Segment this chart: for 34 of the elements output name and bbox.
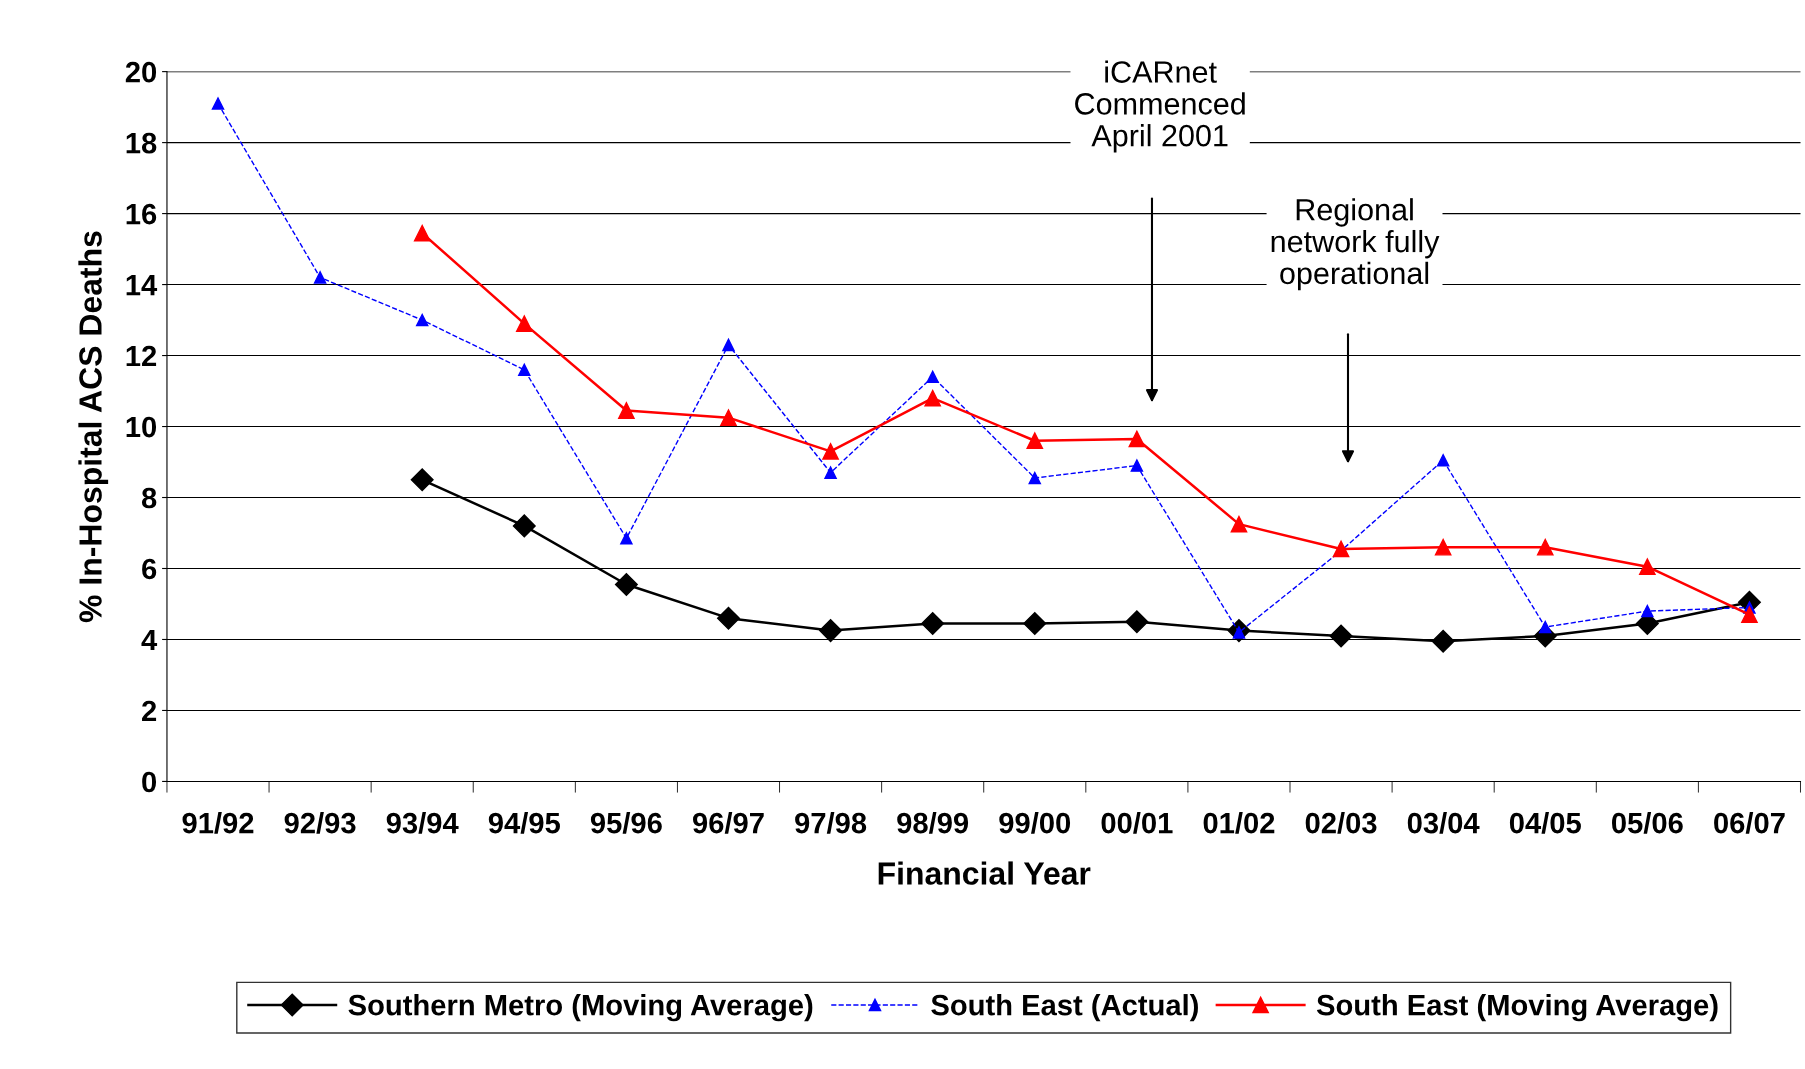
y-tick-label: 12 xyxy=(126,345,157,367)
x-tick-label: 02/03 xyxy=(1305,811,1377,834)
legend-label: South East (Actual) xyxy=(931,994,1198,1022)
x-tick-label: 99/00 xyxy=(999,811,1071,834)
y-tick-label: 0 xyxy=(142,771,157,793)
x-tick-label: 92/93 xyxy=(284,811,356,834)
y-tick-label: 18 xyxy=(126,132,157,154)
y-tick-label: 2 xyxy=(142,700,157,722)
legend-label: South East (Moving Average) xyxy=(1316,994,1718,1022)
x-tick-label: 94/95 xyxy=(488,811,560,834)
y-tick-label: 20 xyxy=(125,61,157,83)
x-tick-label: 95/96 xyxy=(590,811,662,834)
y-axis-title: % In-Hospital ACS Deaths xyxy=(78,231,109,623)
y-tick-label: 16 xyxy=(126,203,157,225)
y-tick-label: 14 xyxy=(126,275,158,296)
x-tick-label: 03/04 xyxy=(1407,811,1480,834)
x-tick-label: 91/92 xyxy=(182,811,254,834)
x-tick-label: 06/07 xyxy=(1714,811,1785,834)
y-tick-label: 4 xyxy=(141,629,158,651)
x-tick-label: 93/94 xyxy=(386,811,459,834)
y-tick-label: 10 xyxy=(126,416,157,438)
x-tick-label: 01/02 xyxy=(1203,811,1275,834)
legend-label: Southern Metro (Moving Average) xyxy=(348,994,813,1022)
x-tick-label: 04/05 xyxy=(1509,811,1581,834)
x-axis-title: Financial Year xyxy=(878,861,1091,885)
x-tick-label: 00/01 xyxy=(1101,811,1173,834)
y-tick-label: 8 xyxy=(141,487,157,509)
x-tick-label: 97/98 xyxy=(795,811,867,834)
x-tick-label: 98/99 xyxy=(897,811,969,834)
y-tick-label: 6 xyxy=(142,558,157,580)
x-tick-label: 96/97 xyxy=(693,811,764,834)
annotation: iCARnet Commenced April 2001 xyxy=(1075,60,1245,153)
x-tick-label: 05/06 xyxy=(1612,811,1683,834)
annotation: Regional network fully operational xyxy=(1271,198,1440,291)
